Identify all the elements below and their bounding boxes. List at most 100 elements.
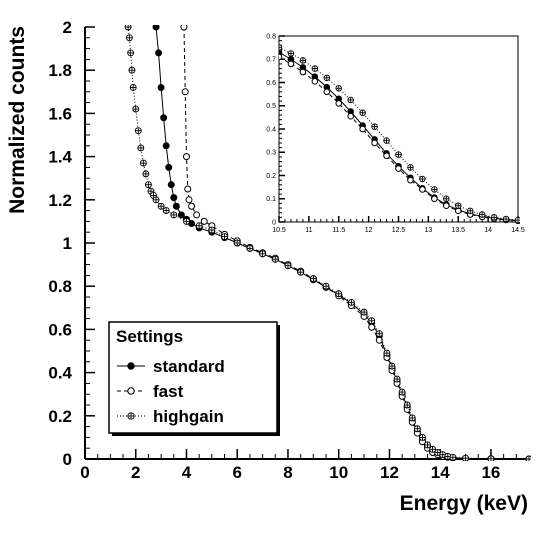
main-point-highgain [142,170,150,178]
inset-y-tick-label: 0.3 [266,150,276,157]
main-point-highgain [429,445,437,453]
legend: Settings standard fast highgain [108,321,280,436]
inset-point-highgain [359,109,366,116]
inset-point-fast [407,176,414,184]
main-point-highgain [388,362,396,370]
legend-title: Settings [116,327,183,346]
inset-point-highgain [431,186,438,193]
main-y-tick-label: 0.6 [48,320,72,339]
main-point-highgain [297,268,305,276]
inset-point-fast [443,202,450,210]
main-point-highgain [487,455,495,461]
inset-y-tick-label: 0.8 [266,33,276,40]
legend-label-standard: standard [153,357,225,376]
main-point-highgain [152,196,160,204]
inset-point-fast [371,139,378,147]
main-point-standard [167,181,175,189]
inset-point-fast [395,165,402,172]
main-point-highgain [246,244,254,252]
main-point-highgain [462,454,470,461]
inset-point-highgain [383,137,390,144]
inset-point-highgain [371,123,378,130]
inset-point-fast [311,78,319,85]
inset-y-tick-label: 0.7 [266,57,276,64]
inset-point-fast [287,60,295,68]
main-x-tick-label: 0 [80,463,89,482]
inset-point-fast [299,68,307,76]
main-point-standard [170,194,178,202]
main-point-highgain [170,211,178,219]
main-point-highgain [137,144,145,152]
inset-point-highgain [299,57,307,64]
legend-marker-standard [127,362,135,370]
legend-marker-highgain [127,412,135,420]
main-x-tick-label: 12 [380,463,399,482]
main-point-highgain [309,275,317,283]
inset-x-tick-label: 13.5 [451,227,465,234]
inset-plot: 10.5 11 11.5 12 12.5 13 13.5 14 14.5 0 0.1 0.2 0.3 0.… [266,33,525,234]
inset-point-fast [279,53,283,61]
legend-label-fast: fast [153,382,184,401]
main-y-tick-label: 1.8 [48,61,72,80]
main-x-tick-label: 2 [131,463,140,482]
x-axis-title: Energy (keV) [400,492,528,515]
main-point-highgain [398,388,406,396]
main-x-tick-label: 10 [329,463,348,482]
inset-x-tick-label: 13 [424,227,432,234]
main-y-tick-label: 0.4 [48,364,72,383]
inset-point-highgain [443,195,450,202]
inset-point-highgain [347,96,354,104]
main-y-tick-label: 0 [63,450,72,469]
main-point-fast [200,217,208,225]
main-point-fast [185,196,193,204]
inset-point-fast [431,195,438,203]
inset-x-tick-label: 14.5 [511,227,525,234]
main-point-highgain [134,127,142,135]
inset-y-tick-label: 0.6 [266,80,276,87]
main-point-highgain [424,441,431,449]
main-point-highgain [129,84,137,91]
main-point-highgain [284,262,292,270]
inset-y-tick-label: 0 [272,219,276,226]
inset-y-tick-label: 0.1 [266,196,276,203]
inset-series-highgain [279,44,520,224]
legend-label-highgain: highgain [153,407,224,426]
inset-point-highgain [323,74,331,82]
inset-point-highgain [502,215,510,223]
main-point-highgain [375,330,383,338]
main-point-highgain [132,105,140,113]
main-point-standard [157,83,165,91]
inset-point-highgain [514,216,520,224]
legend-entry-fast: fast [117,382,184,401]
main-y-tick-label: 1 [63,234,72,253]
main-point-highgain [335,290,343,298]
main-point-standard [155,49,163,57]
main-point-highgain [233,239,241,247]
main-point-highgain [208,226,216,234]
main-point-highgain [439,451,447,459]
main-point-fast [182,153,190,161]
inset-x-tick-label: 11.5 [332,227,345,234]
inset-point-highgain [455,202,462,209]
inset-point-highgain [419,175,426,183]
inset-point-fast [419,186,426,193]
main-y-tick-label: 1.4 [48,148,72,167]
inset-point-highgain [407,164,414,171]
inset-x-tick-label: 12.5 [392,227,406,234]
main-plot: 0 2 4 6 8 10 12 14 16 0 0.2 0.4 0.6 0.8 1 1.2 1.4 1.6 1.8 2… [6,18,531,515]
main-point-highgain [408,414,416,422]
inset-point-fast [359,125,366,133]
inset-point-highgain [478,211,486,218]
main-point-highgain [322,282,330,290]
main-x-tick-label: 14 [431,463,450,482]
main-point-highgain [347,298,355,306]
y-axis-title: Normalized counts [6,26,29,214]
main-x-tick-label: 16 [481,463,500,482]
inset-y-tick-label: 0.4 [266,126,276,133]
main-point-standard [177,211,185,219]
main-point-highgain [259,250,267,258]
main-point-standard [162,142,170,150]
main-point-standard [160,114,168,122]
main-point-highgain [183,217,190,225]
